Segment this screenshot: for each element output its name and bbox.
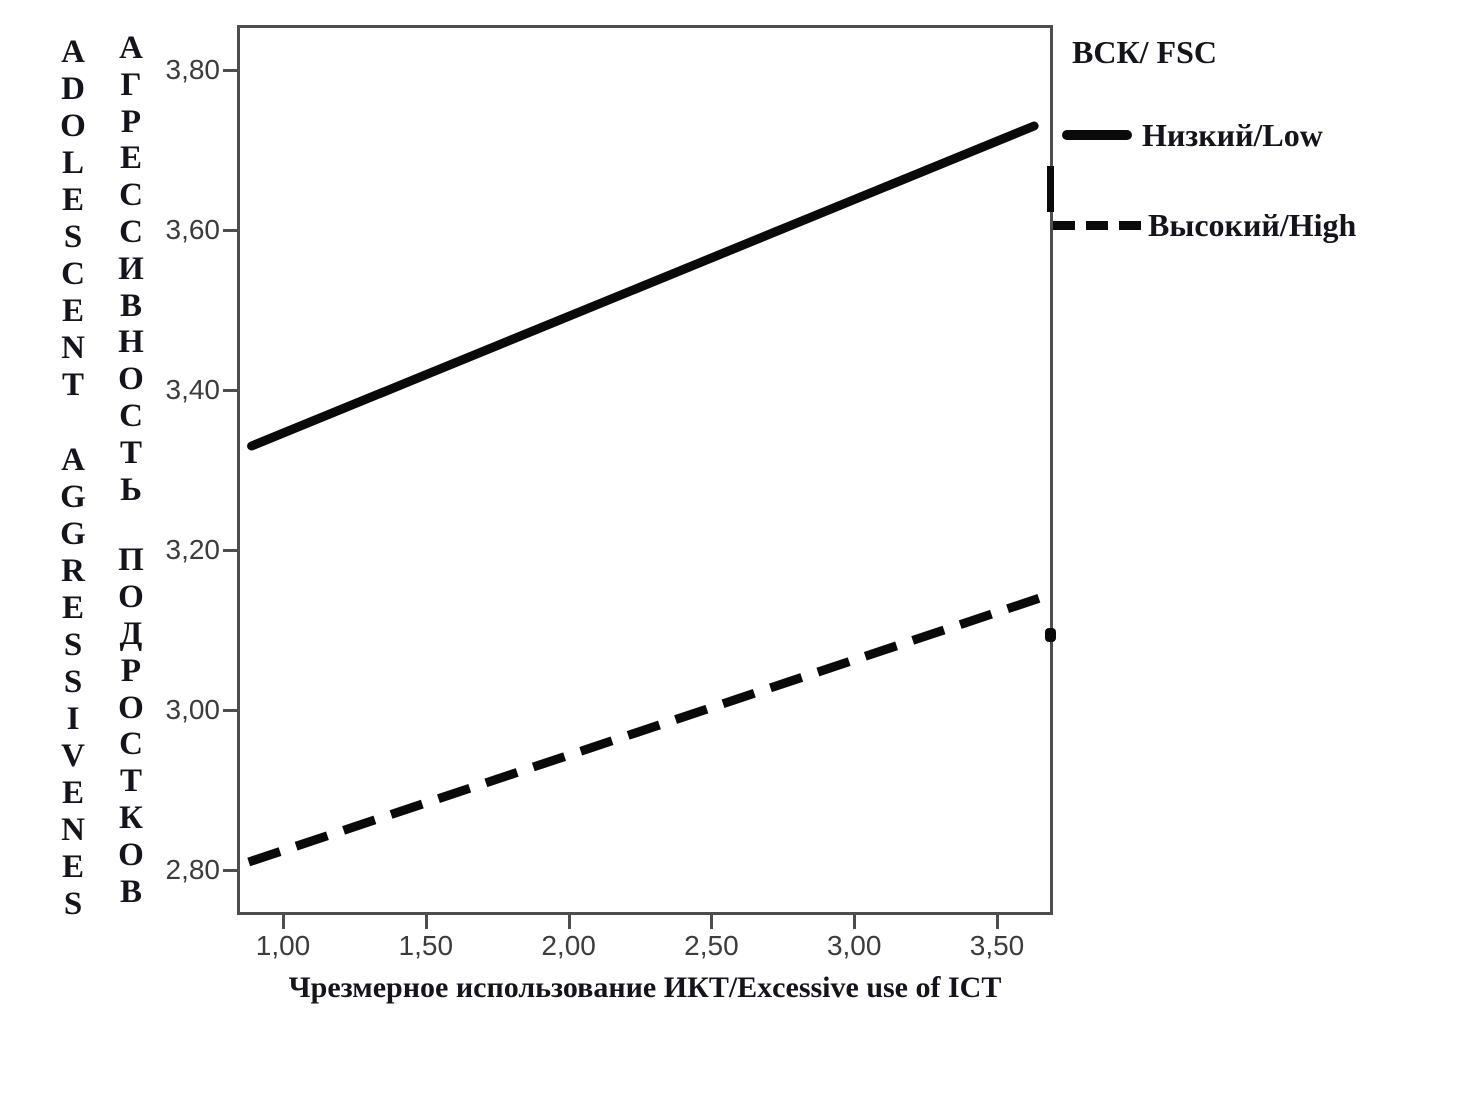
y-axis-letter: G [60,516,86,552]
y-axis-letter: К [119,800,143,836]
legend-title: ВСК/ FSC [1072,34,1217,70]
y-axis-letter: Д [119,616,143,652]
y-axis-letter: Т [119,434,142,471]
y-tick-label: 3,80 [165,54,221,85]
y-axis-letter: V [61,738,85,774]
y-axis-letter: П [118,542,144,579]
legend-label-high: Высокий/High [1148,207,1357,243]
y-axis-letter: С [119,726,143,763]
y-axis-letter: Н [118,324,144,361]
x-tick-label: 3,00 [826,930,882,961]
y-axis-letter: I [66,701,80,737]
y-axis-letter: О [118,579,144,616]
x-tick-label: 2,50 [684,930,739,961]
y-axis-letter: L [61,145,84,181]
y-tick-mark [223,389,237,392]
y-axis-letter: E [61,293,84,329]
y-axis-letter: В [119,873,142,910]
y-axis-letter: C [61,256,85,292]
x-tick-mark [567,915,571,929]
y-tick-mark [223,549,237,552]
y-axis-letter: Т [119,763,142,800]
y-axis-letter: S [63,219,83,255]
y-axis-letter: Г [120,66,142,103]
y-tick-mark [223,709,237,712]
y-axis-letter: Ь [120,471,142,508]
y-tick-mark [223,69,237,72]
x-tick-label: 2,00 [541,930,596,961]
y-axis-letter: E [61,182,84,218]
legend-label-low: Низкий/Low [1142,117,1323,153]
y-tick-label: 3,20 [165,534,221,565]
x-tick-mark [424,915,428,929]
x-tick-mark [282,915,285,929]
y-axis-letter: И [118,250,144,287]
y-axis-letter: S [63,664,83,700]
y-axis-letter: R [61,553,85,589]
y-axis-letter: Р [120,103,142,140]
legend-swatch-dashed-line-icon [1053,221,1141,230]
y-axis-letter: С [119,177,143,214]
y-axis-letter: О [118,361,144,398]
y-axis-letter: S [63,627,83,663]
y-axis-letter: D [61,71,85,107]
x-axis-title: Чрезмерное использование ИКТ/Excessive u… [288,971,1002,1004]
y-tick-label: 3,00 [165,694,221,725]
x-tick-label: 1,00 [255,930,311,961]
y-axis-letter: Р [120,652,142,689]
y-axis-letter: О [118,689,144,726]
y-axis-letter: С [119,398,143,434]
x-tick-label: 3,50 [969,930,1025,961]
y-axis-letter: S [63,886,83,922]
x-tick-mark [710,915,714,929]
x-tick-label: 1,50 [398,930,454,961]
y-axis-letter: O [60,108,86,144]
plot-area [237,25,1053,915]
y-axis-letter: С [119,214,143,250]
y-axis-letter: А [119,30,143,66]
y-tick-mark [223,869,237,872]
y-tick-label: 3,40 [165,374,221,405]
y-axis-letter: T [61,367,84,403]
x-tick-mark [996,915,999,929]
y-axis-letter: Е [119,140,142,177]
legend-swatch-solid-line-icon [1062,130,1132,140]
y-axis-letter: О [118,836,144,873]
y-tick-mark [223,229,237,232]
y-tick-label: 2,80 [165,854,221,885]
y-axis-letter: E [61,775,84,811]
y-axis-letter: A [61,442,85,478]
y-tick-label: 3,60 [165,214,221,245]
y-axis-letter: E [61,849,84,885]
y-axis-letter: В [119,287,142,324]
y-axis-letter: A [61,34,85,70]
y-axis-letter: N [61,812,85,848]
y-axis-letter: E [61,590,84,626]
y-axis-letter: N [61,330,85,366]
y-axis-letter: G [60,479,86,515]
x-tick-mark [853,915,857,929]
